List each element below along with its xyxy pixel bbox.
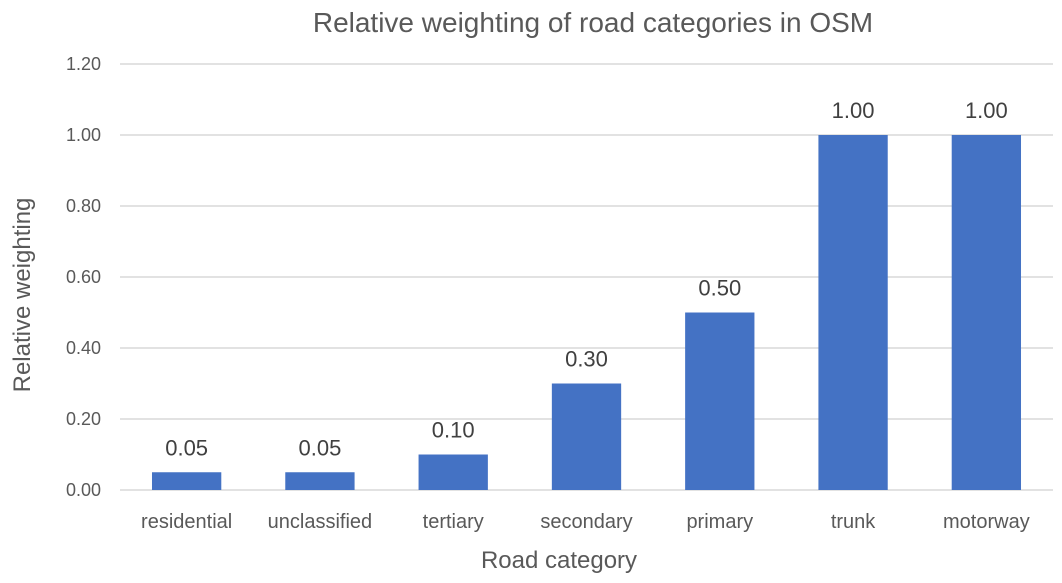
bar-unclassified (285, 472, 355, 490)
x-tick-label-unclassified: unclassified (268, 511, 373, 533)
y-axis-title: Relative weighting (9, 198, 36, 393)
y-tick-label: 0.00 (66, 480, 101, 500)
y-tick-label: 0.20 (66, 409, 101, 429)
x-tick-label-motorway: motorway (943, 511, 1030, 533)
y-tick-label: 0.40 (66, 338, 101, 358)
bar-secondary (551, 383, 622, 490)
data-label-unclassified: 0.05 (299, 435, 342, 460)
bar-trunk (818, 135, 888, 490)
x-tick-label-secondary: secondary (540, 511, 632, 533)
data-label-tertiary: 0.10 (432, 418, 475, 443)
bar-residential (151, 472, 222, 490)
x-tick-label-primary: primary (686, 511, 753, 533)
y-tick-label: 0.60 (66, 267, 101, 287)
data-labels: 0.05 0.05 0.10 0.30 0.50 1.00 1.00 (165, 98, 1008, 460)
bar-tertiary (418, 454, 488, 490)
y-tick-label: 1.20 (66, 54, 101, 74)
y-axis-tick-labels: 0.00 0.20 0.40 0.60 0.80 1.00 1.20 (66, 54, 101, 500)
x-tick-label-residential: residential (141, 511, 232, 533)
y-tick-label: 0.80 (66, 196, 101, 216)
data-label-residential: 0.05 (165, 435, 208, 460)
x-tick-label-trunk: trunk (831, 511, 876, 533)
gridlines (120, 63, 1053, 491)
x-axis-title: Road category (481, 547, 637, 574)
data-label-secondary: 0.30 (565, 347, 608, 372)
bar-primary (685, 312, 755, 490)
data-label-motorway: 1.00 (965, 98, 1008, 123)
data-label-trunk: 1.00 (832, 98, 875, 123)
data-label-primary: 0.50 (698, 276, 741, 301)
x-axis-category-labels: residential unclassified tertiary secondary… (141, 511, 1030, 533)
chart-title: Relative weighting of road categories in… (313, 7, 873, 38)
bars (151, 135, 1022, 490)
x-tick-label-tertiary: tertiary (423, 511, 484, 533)
bar-motorway (951, 135, 1022, 490)
y-tick-label: 1.00 (66, 125, 101, 145)
